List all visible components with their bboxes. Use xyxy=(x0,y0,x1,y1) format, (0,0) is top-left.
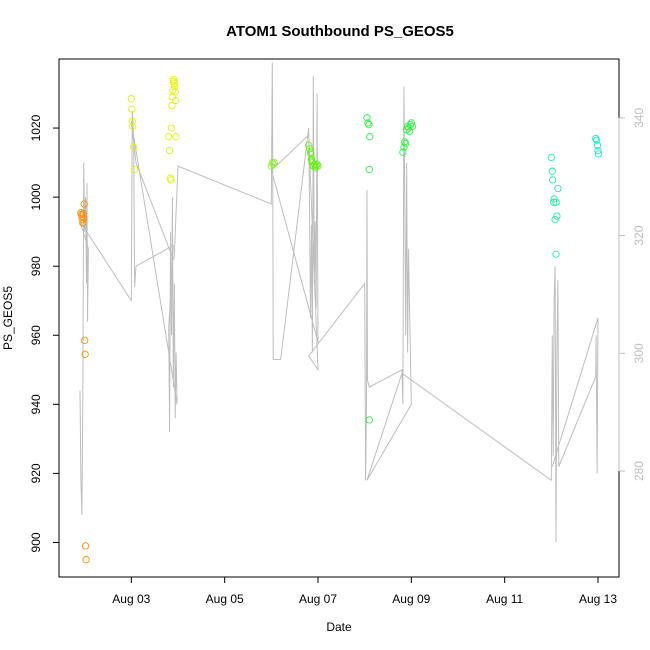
y-tick-label: 1000 xyxy=(29,183,43,210)
data-point xyxy=(128,117,136,125)
data-point xyxy=(269,160,277,168)
data-point xyxy=(81,350,89,358)
data-point xyxy=(167,124,176,132)
data-point xyxy=(80,214,88,222)
data-point xyxy=(408,122,416,130)
x-tick-label: Aug 13 xyxy=(579,592,617,606)
data-point xyxy=(365,165,373,174)
axes: 900 920 940 960 980 1000 1020 280 300 320 340 Aug 0… xyxy=(29,108,646,606)
data-point xyxy=(80,200,88,208)
data-point xyxy=(310,160,318,168)
data-point xyxy=(127,95,135,103)
y2-tick-label: 320 xyxy=(632,225,646,245)
data-point xyxy=(593,141,602,149)
y-tick-label: 1020 xyxy=(29,114,43,141)
line-series xyxy=(79,62,599,543)
data-point xyxy=(167,176,175,184)
data-point xyxy=(79,219,87,227)
y-axis-label: PS_GEOS5 xyxy=(1,286,15,350)
y2-tick-label: 340 xyxy=(632,108,646,128)
data-point xyxy=(402,139,410,148)
chart-title: ATOM1 Southbound PS_GEOS5 xyxy=(226,23,454,40)
data-point xyxy=(366,133,374,141)
y2-tick-label: 280 xyxy=(632,461,646,481)
data-point xyxy=(130,165,139,174)
data-point xyxy=(172,133,180,141)
data-point xyxy=(400,143,408,151)
data-point xyxy=(407,119,415,127)
data-point xyxy=(309,162,317,170)
data-point xyxy=(553,212,561,220)
data-point xyxy=(268,158,276,167)
y-tick-label: 920 xyxy=(29,463,43,483)
y-tick-label: 960 xyxy=(29,325,43,345)
data-point xyxy=(364,119,372,127)
x-tick-label: Aug 11 xyxy=(486,592,523,606)
data-point xyxy=(305,145,314,153)
data-point xyxy=(305,141,313,149)
data-point xyxy=(552,198,560,206)
data-point xyxy=(363,114,371,122)
data-point xyxy=(592,136,601,144)
data-point xyxy=(399,148,407,156)
data-point xyxy=(79,210,87,218)
data-point xyxy=(165,133,173,141)
x-axis-label: Date xyxy=(326,620,352,634)
data-point xyxy=(365,120,373,129)
data-point xyxy=(552,250,560,258)
y-tick-label: 940 xyxy=(29,394,43,414)
data-point xyxy=(550,198,558,206)
data-point xyxy=(81,542,90,550)
data-point xyxy=(270,158,278,167)
plot-area xyxy=(77,62,603,564)
y2-tick-label: 300 xyxy=(632,343,646,363)
data-point xyxy=(547,153,555,162)
data-point xyxy=(128,105,136,113)
data-point xyxy=(129,122,137,130)
data-point xyxy=(82,556,90,564)
data-point xyxy=(594,150,603,158)
x-tick-label: Aug 07 xyxy=(299,592,337,606)
y-tick-label: 980 xyxy=(29,256,43,276)
data-point xyxy=(307,150,315,158)
data-point xyxy=(554,184,562,193)
data-point xyxy=(171,82,179,91)
data-point xyxy=(130,143,138,151)
data-point xyxy=(168,101,176,110)
data-point xyxy=(549,176,557,184)
plot-frame xyxy=(58,58,620,578)
data-point xyxy=(169,86,177,94)
data-point xyxy=(406,120,415,129)
data-point xyxy=(548,167,556,175)
data-point xyxy=(594,146,602,155)
data-point xyxy=(165,146,174,155)
x-tick-label: Aug 05 xyxy=(206,592,244,606)
data-point xyxy=(312,162,320,170)
data-point xyxy=(172,96,180,105)
data-point xyxy=(171,88,179,96)
data-point xyxy=(551,215,559,224)
data-point xyxy=(81,336,89,345)
data-point xyxy=(365,416,373,424)
x-tick-label: Aug 09 xyxy=(392,592,430,606)
data-point xyxy=(314,162,322,170)
data-point xyxy=(170,76,178,84)
data-point xyxy=(401,138,409,146)
y-tick-label: 900 xyxy=(29,532,43,552)
data-point xyxy=(170,79,178,87)
x-tick-label: Aug 03 xyxy=(112,592,150,606)
